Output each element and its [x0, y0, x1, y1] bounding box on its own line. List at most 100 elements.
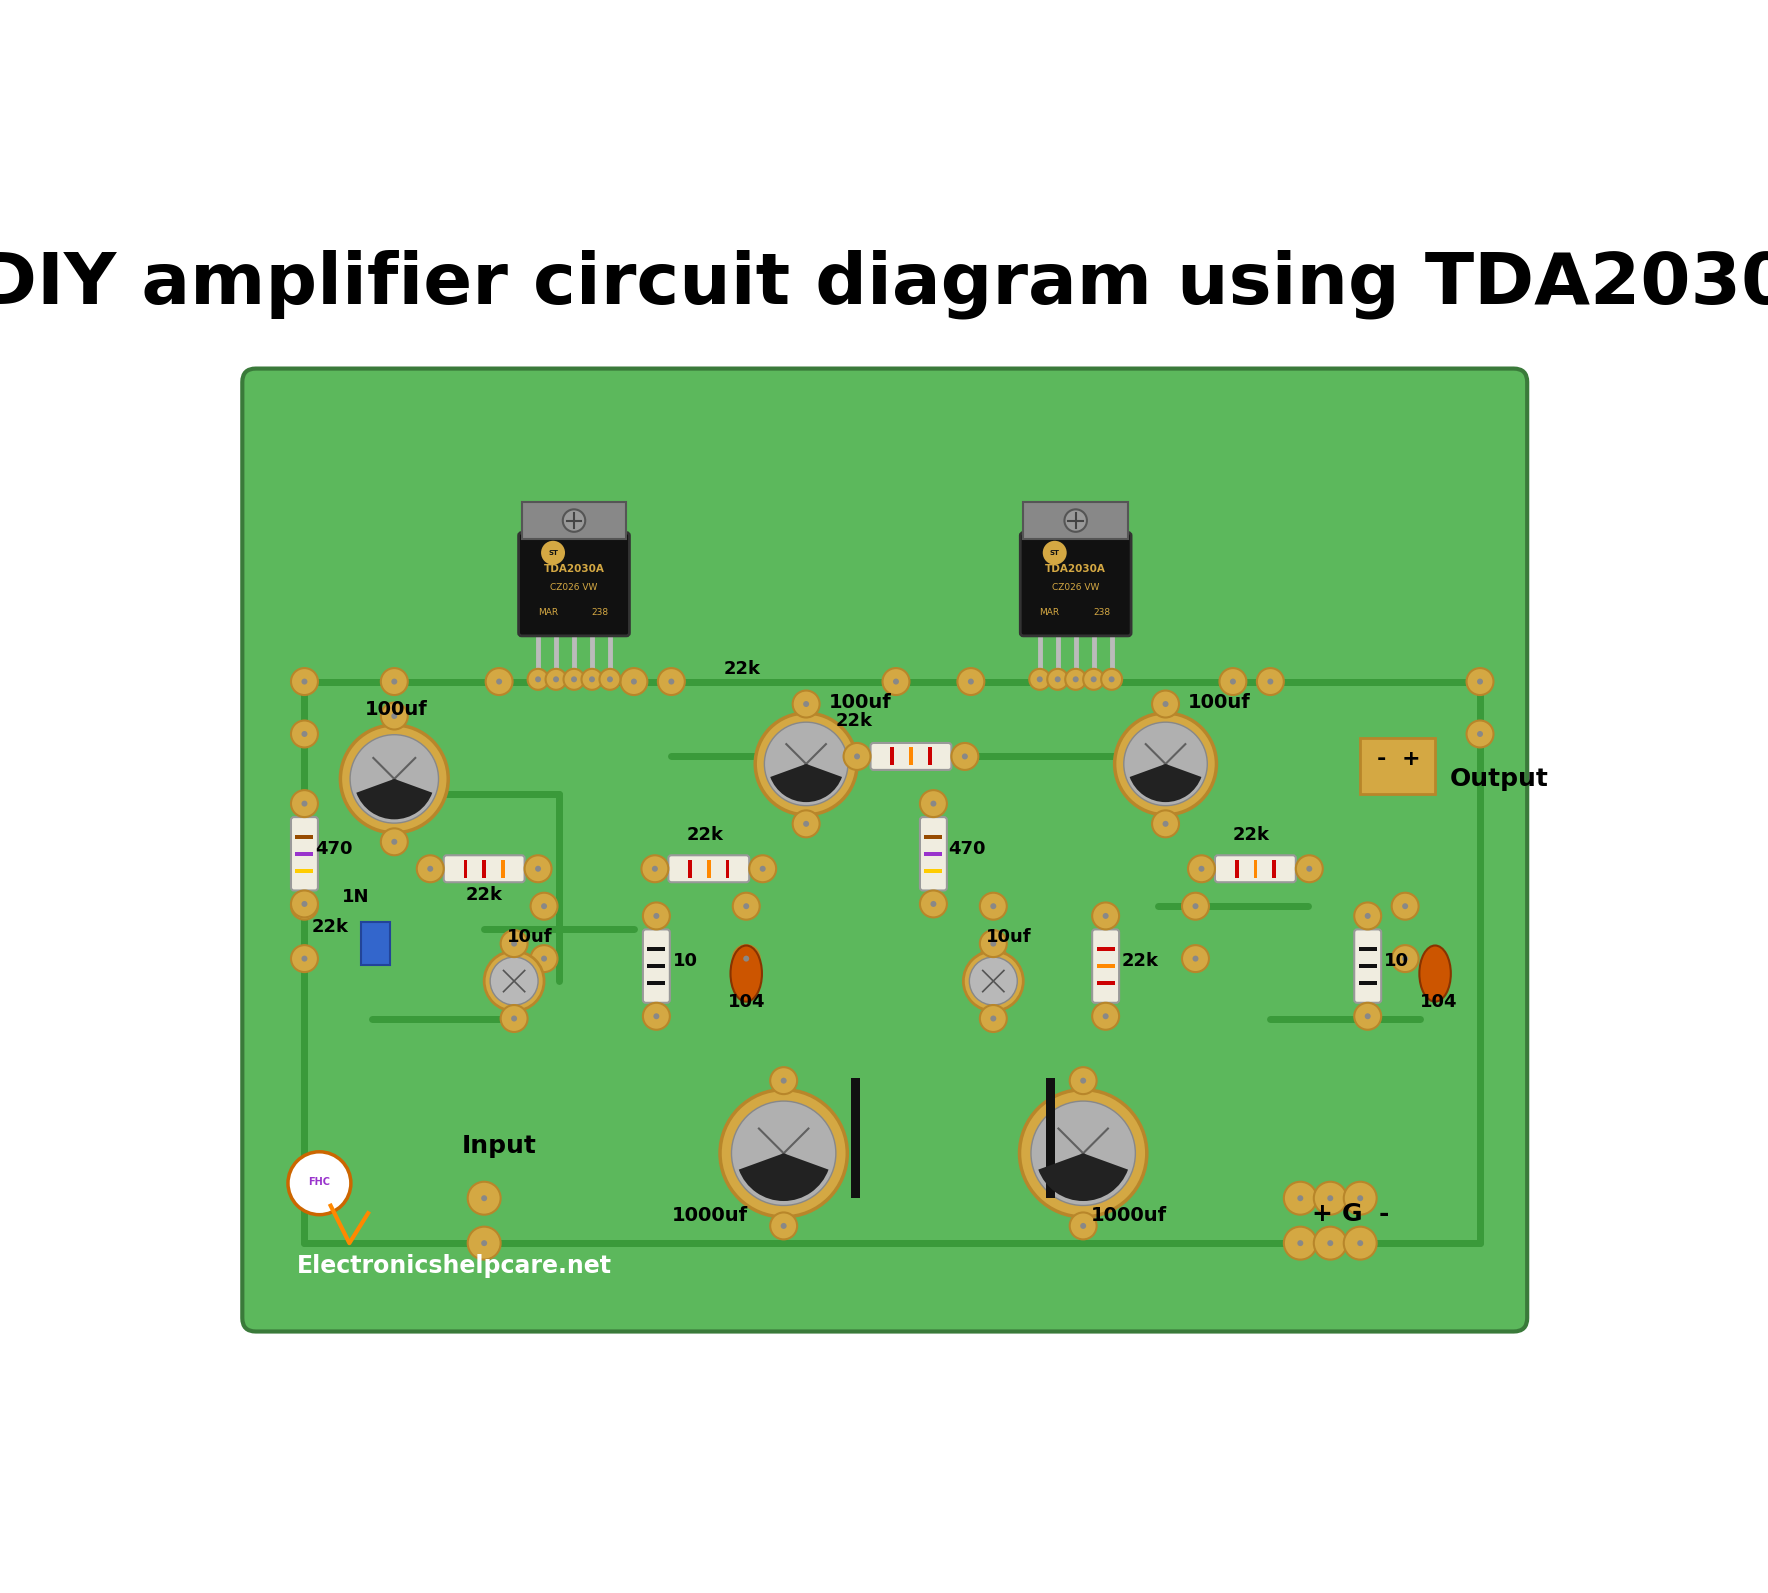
Circle shape: [1307, 865, 1312, 871]
Circle shape: [541, 903, 546, 910]
Circle shape: [1109, 677, 1114, 682]
Circle shape: [743, 903, 750, 910]
Text: 100uf: 100uf: [829, 693, 891, 712]
Circle shape: [930, 801, 937, 806]
Circle shape: [1163, 820, 1169, 827]
Circle shape: [732, 1101, 836, 1206]
Circle shape: [1199, 865, 1204, 871]
Circle shape: [1029, 669, 1050, 690]
Bar: [1360, 948, 1377, 951]
Circle shape: [1064, 510, 1087, 532]
Circle shape: [755, 714, 857, 816]
Circle shape: [417, 855, 444, 883]
Circle shape: [469, 1227, 500, 1260]
Circle shape: [571, 677, 576, 682]
Circle shape: [1103, 913, 1109, 919]
Circle shape: [599, 669, 621, 690]
Circle shape: [969, 957, 1017, 1005]
Circle shape: [380, 667, 408, 695]
Circle shape: [341, 725, 449, 833]
Bar: [647, 948, 665, 951]
Bar: [361, 922, 389, 965]
Text: CZ026 VW: CZ026 VW: [1052, 583, 1100, 593]
Circle shape: [469, 1182, 500, 1215]
Circle shape: [1257, 667, 1284, 695]
Circle shape: [525, 855, 552, 883]
Circle shape: [1365, 1013, 1370, 1020]
Bar: [1234, 860, 1239, 878]
Circle shape: [1153, 690, 1179, 717]
Circle shape: [1296, 855, 1322, 883]
Text: MAR: MAR: [1040, 609, 1059, 616]
Circle shape: [951, 742, 978, 769]
Text: 22k: 22k: [836, 712, 873, 731]
Circle shape: [302, 902, 308, 906]
Wedge shape: [1038, 1153, 1128, 1201]
Circle shape: [530, 892, 557, 919]
Text: 22k: 22k: [1123, 953, 1160, 970]
Circle shape: [1093, 1002, 1119, 1029]
Circle shape: [481, 1239, 488, 1246]
Text: -: -: [1377, 749, 1386, 769]
Circle shape: [536, 865, 541, 871]
Circle shape: [302, 801, 308, 806]
Circle shape: [1080, 1077, 1086, 1083]
Bar: [725, 860, 730, 878]
Circle shape: [781, 1223, 787, 1228]
Circle shape: [1314, 1227, 1347, 1260]
Circle shape: [732, 945, 760, 972]
Circle shape: [288, 1152, 350, 1215]
Circle shape: [1047, 669, 1068, 690]
Circle shape: [621, 667, 647, 695]
Circle shape: [1298, 1195, 1303, 1201]
Bar: [1096, 981, 1114, 984]
FancyBboxPatch shape: [444, 855, 525, 883]
Circle shape: [958, 667, 985, 695]
Circle shape: [1365, 913, 1370, 919]
Bar: [925, 868, 942, 873]
Circle shape: [500, 930, 527, 957]
Circle shape: [1466, 720, 1494, 747]
Circle shape: [1091, 677, 1096, 682]
Ellipse shape: [1420, 946, 1452, 1002]
Text: 22k: 22k: [311, 919, 348, 937]
Circle shape: [771, 1212, 797, 1239]
Circle shape: [979, 1005, 1006, 1032]
Circle shape: [1268, 679, 1273, 685]
Circle shape: [843, 742, 870, 769]
Circle shape: [527, 669, 548, 690]
Text: FHC: FHC: [308, 1177, 331, 1187]
Circle shape: [1183, 892, 1209, 919]
Circle shape: [1476, 731, 1483, 738]
Circle shape: [1466, 667, 1494, 695]
Circle shape: [546, 669, 566, 690]
Circle shape: [1391, 892, 1418, 919]
Circle shape: [1153, 811, 1179, 838]
Bar: [925, 835, 942, 840]
Circle shape: [1070, 1212, 1096, 1239]
Circle shape: [1220, 667, 1246, 695]
Circle shape: [1328, 1239, 1333, 1246]
Wedge shape: [1130, 765, 1202, 803]
Circle shape: [803, 820, 810, 827]
Circle shape: [654, 913, 659, 919]
Text: MAR: MAR: [537, 609, 559, 616]
FancyBboxPatch shape: [668, 855, 750, 883]
Circle shape: [1344, 1182, 1377, 1215]
Circle shape: [1073, 677, 1078, 682]
Circle shape: [764, 722, 849, 806]
Circle shape: [380, 703, 408, 730]
Text: Input: Input: [461, 1134, 536, 1158]
Circle shape: [1070, 1067, 1096, 1094]
Circle shape: [631, 679, 636, 685]
FancyBboxPatch shape: [1215, 855, 1296, 883]
Circle shape: [1188, 855, 1215, 883]
Circle shape: [1124, 722, 1208, 806]
Circle shape: [511, 1015, 516, 1021]
Circle shape: [1183, 945, 1209, 972]
Text: 22k: 22k: [465, 886, 502, 905]
Text: TDA2030A: TDA2030A: [543, 564, 605, 573]
Circle shape: [541, 956, 546, 962]
Circle shape: [582, 669, 603, 690]
Bar: [928, 747, 932, 765]
